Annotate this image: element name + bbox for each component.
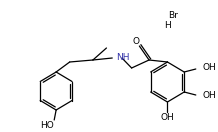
Text: HO: HO <box>41 121 54 129</box>
Text: OH: OH <box>160 114 174 122</box>
Text: Br: Br <box>168 11 178 20</box>
Text: O: O <box>133 37 140 46</box>
Text: NH: NH <box>116 53 130 62</box>
Text: OH: OH <box>203 91 216 100</box>
Text: OH: OH <box>203 63 216 72</box>
Text: H: H <box>165 20 171 29</box>
